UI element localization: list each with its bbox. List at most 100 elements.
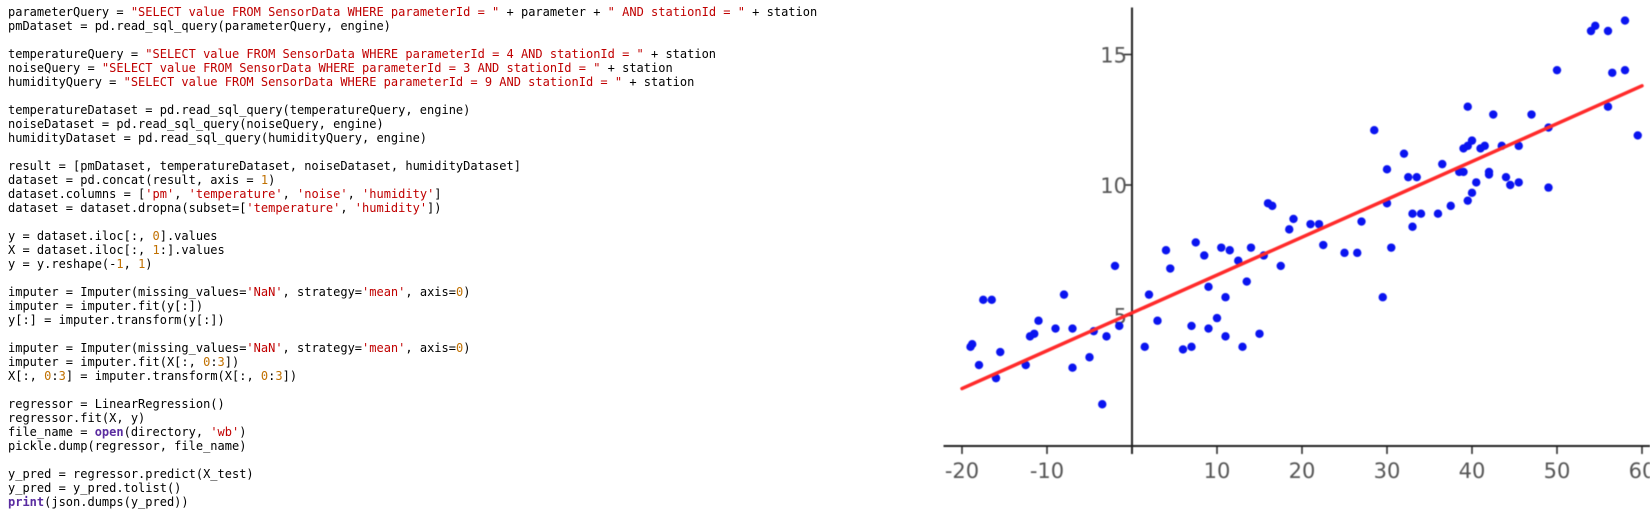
- code-token: y_pred = y_pred.tolist(): [8, 481, 182, 495]
- code-token: 0: [152, 229, 160, 243]
- data-point: [1408, 222, 1417, 231]
- code-token: noiseDataset = pd.read_sql_query(noiseQu…: [8, 117, 384, 131]
- data-point: [1446, 201, 1455, 211]
- code-token: ): [463, 341, 471, 355]
- code-token: 3: [217, 355, 225, 369]
- data-point: [1110, 261, 1120, 271]
- code-token: imputer = Imputer(missing_values=: [8, 285, 247, 299]
- code-line: humidityDataset = pd.read_sql_query(humi…: [8, 131, 848, 145]
- data-point: [1102, 332, 1111, 341]
- data-point: [1068, 324, 1077, 333]
- code-token: "SELECT value FROM SensorData WHERE para…: [130, 5, 500, 19]
- code-token: 'NaN': [246, 285, 283, 299]
- code-token: ,: [347, 187, 363, 201]
- data-point: [1178, 345, 1188, 354]
- data-point: [1591, 21, 1600, 30]
- data-point: [1255, 329, 1264, 338]
- code-token: imputer = Imputer(missing_values=: [8, 341, 247, 355]
- y-tick-label: 15: [1100, 44, 1127, 68]
- code-token: ].values: [159, 229, 218, 243]
- data-point: [1153, 316, 1162, 325]
- code-line: [8, 89, 848, 103]
- code-token: 'temperature': [246, 201, 341, 215]
- x-tick-label: -10: [1030, 459, 1064, 483]
- code-token: noiseQuery =: [8, 61, 102, 75]
- code-token: (directory,: [123, 425, 211, 439]
- data-point: [1140, 342, 1149, 352]
- data-point: [1603, 26, 1613, 36]
- data-point: [1276, 261, 1285, 271]
- data-point: [1489, 110, 1498, 119]
- code-token: 3: [58, 369, 66, 383]
- code-token: ]): [282, 369, 298, 383]
- data-point: [1433, 209, 1443, 218]
- code-line: temperatureQuery = "SELECT value FROM Se…: [8, 47, 848, 61]
- code-token: 'pm': [145, 187, 175, 201]
- code-line: [8, 271, 848, 285]
- x-tick-label: 50: [1544, 459, 1571, 483]
- code-token: 0: [44, 369, 52, 383]
- code-line: [8, 215, 848, 229]
- code-token: 'mean': [362, 341, 406, 355]
- data-point: [1459, 167, 1468, 177]
- code-token: + station: [744, 5, 818, 19]
- data-point: [1438, 159, 1447, 169]
- data-point: [1191, 238, 1200, 247]
- code-block: parameterQuery = "SELECT value FROM Sens…: [8, 5, 848, 509]
- code-token: temperatureQuery =: [8, 47, 146, 61]
- scatter-chart-panel: -20-1010203040506051015: [880, 0, 1650, 511]
- code-token: + parameter +: [499, 5, 608, 19]
- code-token: 3: [275, 369, 283, 383]
- data-point: [1514, 141, 1523, 151]
- code-line: print(json.dumps(y_pred)): [8, 495, 848, 509]
- data-point: [1187, 321, 1196, 331]
- data-point: [1353, 248, 1362, 258]
- data-point: [1467, 188, 1477, 198]
- data-point: [1527, 110, 1536, 119]
- code-token: , axis=: [405, 285, 456, 299]
- data-point: [1603, 102, 1613, 111]
- code-token: humidityQuery =: [8, 75, 124, 89]
- code-line: X[:, 0:3] = imputer.transform(X[:, 0:3]): [8, 369, 848, 383]
- x-tick-label: 30: [1374, 459, 1401, 483]
- code-token: ): [268, 173, 276, 187]
- x-tick-label: 10: [1204, 459, 1231, 483]
- data-point: [1514, 178, 1523, 187]
- data-point: [1161, 246, 1171, 255]
- code-line: result = [pmDataset, temperatureDataset,…: [8, 159, 848, 173]
- code-token: X[:,: [8, 369, 45, 383]
- code-line: pickle.dump(regressor, file_name): [8, 439, 848, 453]
- code-token: pmDataset = pd.read_sql_query(parameterQ…: [8, 19, 391, 33]
- data-point: [1620, 65, 1630, 75]
- code-token: , strategy=: [282, 285, 363, 299]
- code-token: y_pred = regressor.predict(X_test): [8, 467, 254, 481]
- data-point: [1034, 316, 1043, 325]
- data-point: [979, 295, 988, 305]
- code-token: y = y.reshape(-: [8, 257, 117, 271]
- code-token: :: [268, 369, 276, 383]
- code-line: [8, 327, 848, 341]
- code-line: parameterQuery = "SELECT value FROM Sens…: [8, 5, 848, 19]
- data-point: [1319, 240, 1328, 250]
- data-point: [1187, 342, 1196, 352]
- code-line: [8, 145, 848, 159]
- code-token: 'noise': [297, 187, 348, 201]
- data-point: [1357, 217, 1366, 226]
- code-token: imputer = imputer.fit(X[:,: [8, 355, 204, 369]
- code-token: "SELECT value FROM SensorData WHERE para…: [123, 75, 623, 89]
- code-line: X = dataset.iloc[:, 1:].values: [8, 243, 848, 257]
- code-token: dataset = pd.concat(result, axis =: [8, 173, 261, 187]
- data-point: [1030, 329, 1039, 338]
- data-point: [1098, 400, 1107, 409]
- code-line: temperatureDataset = pd.read_sql_query(t…: [8, 103, 848, 117]
- code-token: 'wb': [210, 425, 240, 439]
- code-line: pmDataset = pd.read_sql_query(parameterQ…: [8, 19, 848, 33]
- code-token: 'humidity': [354, 201, 428, 215]
- data-point: [1467, 136, 1477, 145]
- data-point: [1370, 125, 1379, 135]
- data-point: [1204, 324, 1213, 333]
- code-token: 1: [116, 257, 124, 271]
- code-token: 0: [203, 355, 211, 369]
- code-token: (json.dumps(y_pred)): [44, 495, 189, 509]
- code-token: ]: [434, 187, 442, 201]
